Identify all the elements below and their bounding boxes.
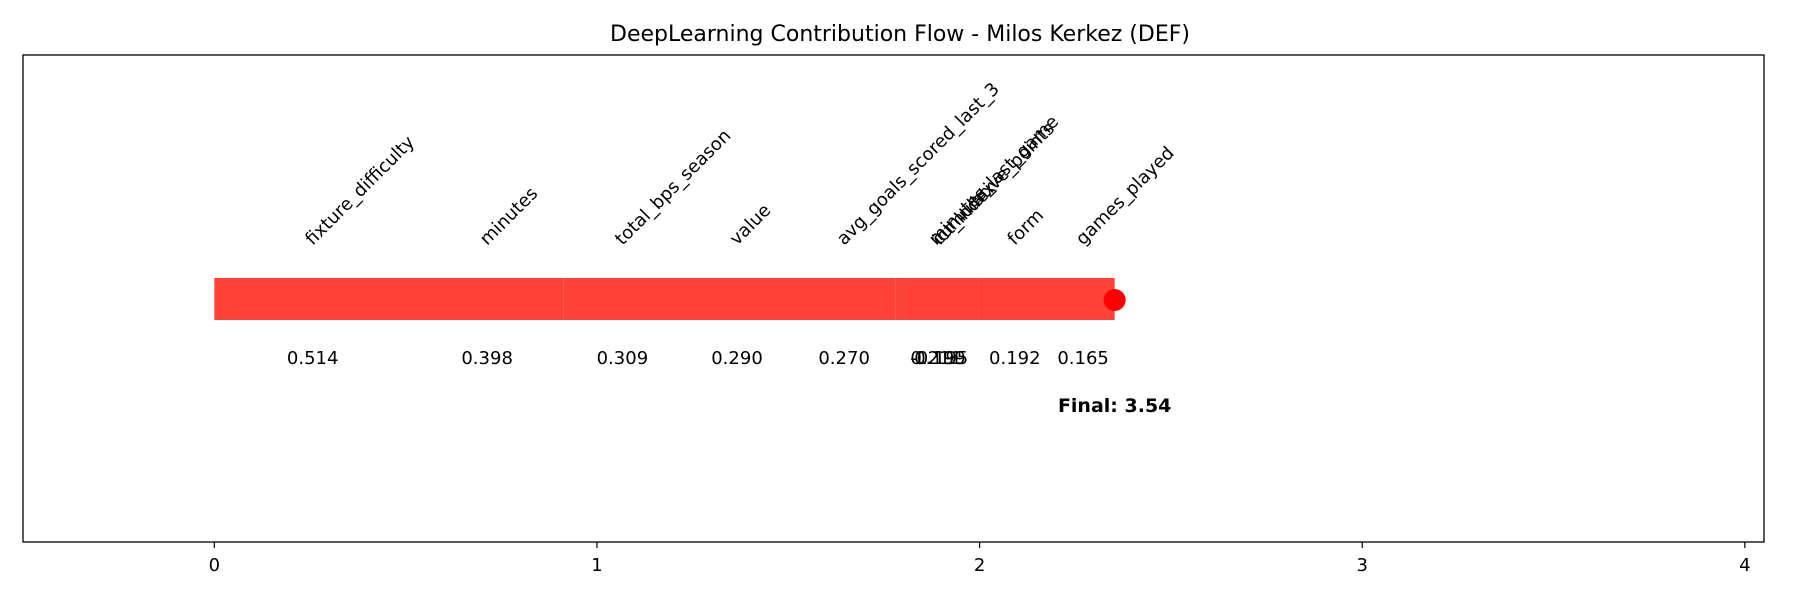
value-label-cumulative_points: -0.195: [910, 348, 968, 369]
value-label-games_played: 0.165: [1057, 348, 1109, 369]
bar-segment-minutes: [410, 278, 564, 320]
chart-title: DeepLearning Contribution Flow - Milos K…: [610, 22, 1190, 47]
feature-label-avg_goals_scored_last_3: avg_goals_scored_last_3: [833, 79, 1004, 250]
bar-segment-total_bps_season: [563, 278, 682, 320]
feature-label-group: fixture_difficulty minutes total_bps_seaso…: [301, 79, 1178, 250]
value-label-group: 0.514 0.398 0.309 0.290 0.270 0.211-0.1950.19…: [287, 348, 1109, 369]
feature-label-games_played: games_played: [1072, 143, 1179, 250]
x-tick-label: 2: [974, 555, 985, 576]
feature-label-fixture_difficulty: fixture_difficulty: [301, 132, 419, 250]
value-label-ict_index: 0.199: [914, 348, 966, 369]
feature-label-value: value: [726, 200, 776, 250]
x-tick-label: 3: [1357, 555, 1368, 576]
feature-label-ict_index: ict_index: [929, 178, 1001, 250]
bar-segment-fixture_difficulty: [214, 278, 411, 320]
x-tick-label: 0: [209, 555, 220, 576]
plot-frame: [22, 54, 1765, 543]
final-marker: [1103, 289, 1126, 311]
value-label-fixture_difficulty: 0.514: [287, 348, 339, 369]
value-label-minutes_last_game: 0.211: [910, 348, 962, 369]
value-label-minutes: 0.398: [461, 348, 513, 369]
final-value-label: Final: 3.54: [1058, 395, 1171, 417]
x-tick-label: 4: [1739, 555, 1750, 576]
value-label-total_bps_season: 0.309: [597, 348, 649, 369]
bar-segment-ict_index: [901, 278, 979, 320]
bar-group: [214, 278, 1126, 320]
value-label-form: 0.192: [989, 348, 1041, 369]
value-label-value: 0.290: [711, 348, 763, 369]
x-axis: 0 1 2 3 4: [209, 542, 1751, 576]
bar-segment-form: [978, 278, 1052, 320]
feature-label-form: form: [1003, 205, 1048, 250]
bar-segment-avg_goals_scored_last_3: [792, 278, 896, 320]
feature-label-minutes: minutes: [476, 183, 542, 249]
bar-segment-value: [681, 278, 793, 320]
x-tick-label: 1: [591, 555, 602, 576]
feature-label-total_bps_season: total_bps_season: [611, 125, 735, 249]
value-label-avg_goals_scored_last_3: 0.270: [818, 348, 870, 369]
